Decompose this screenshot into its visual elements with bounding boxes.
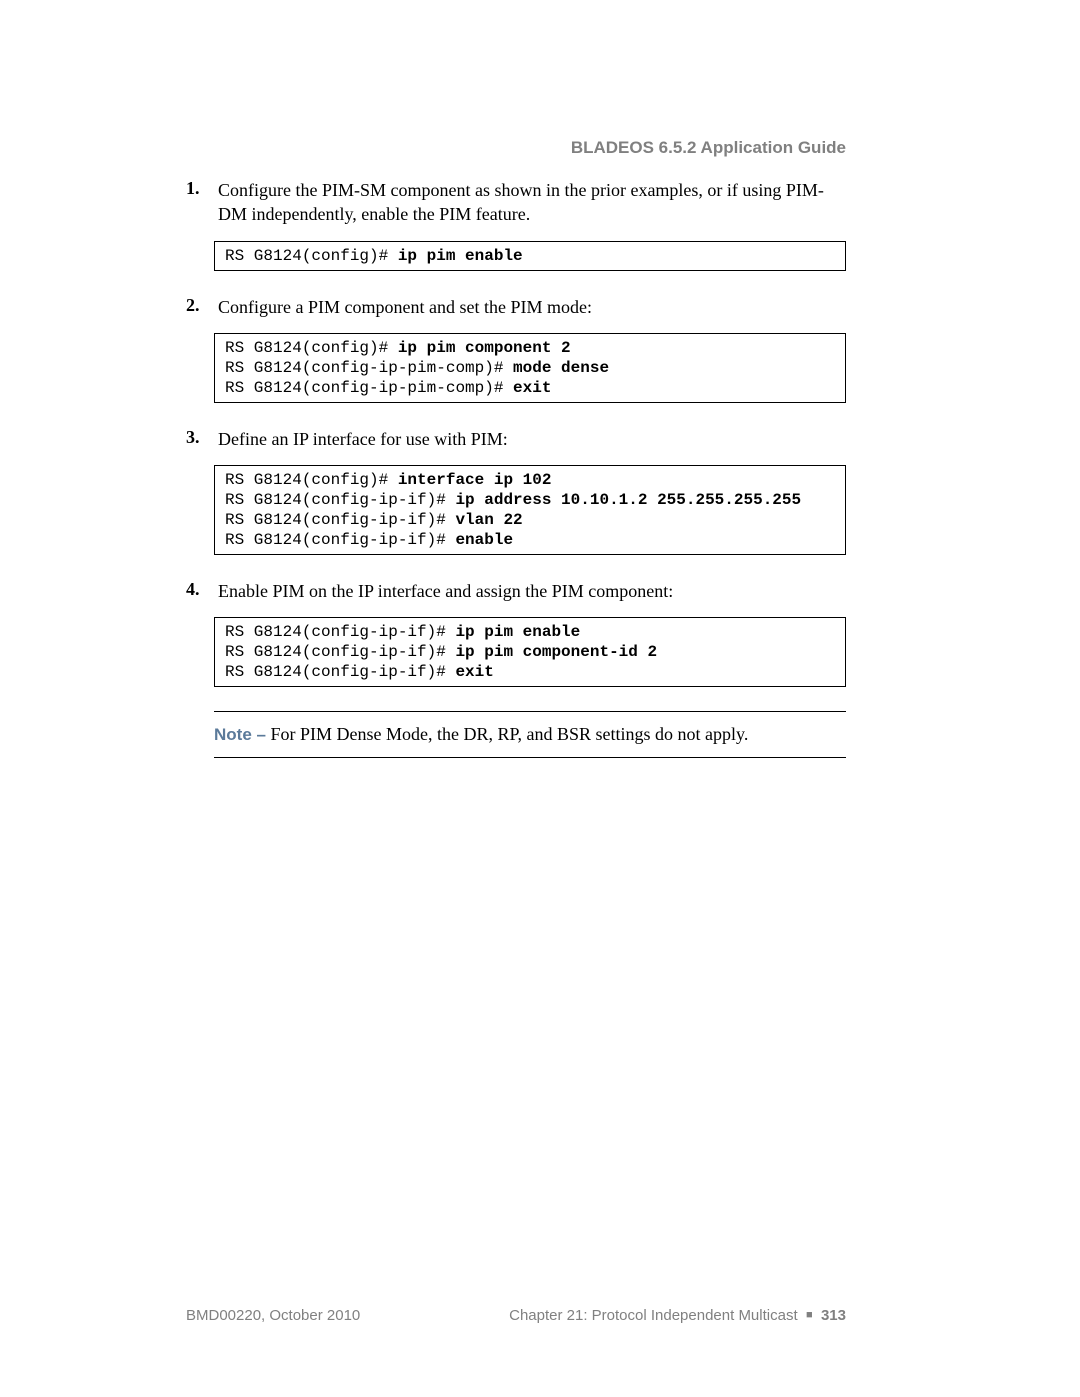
code-command: mode dense — [513, 359, 609, 377]
code-block-2: RS G8124(config)# ip pim component 2 RS … — [214, 333, 846, 403]
code-prompt: RS G8124(config-ip-if)# — [225, 643, 455, 661]
code-command: ip pim enable — [398, 247, 523, 265]
step-text: Define an IP interface for use with PIM: — [218, 427, 838, 451]
code-prompt: RS G8124(config-ip-pim-comp)# — [225, 359, 513, 377]
step-3: 3. Define an IP interface for use with P… — [186, 427, 846, 451]
step-number: 4. — [186, 579, 214, 600]
code-command: exit — [513, 379, 551, 397]
step-number: 3. — [186, 427, 214, 448]
footer-chapter: Chapter 21: Protocol Independent Multica… — [509, 1307, 798, 1324]
code-prompt: RS G8124(config)# — [225, 471, 398, 489]
page-number: 313 — [821, 1307, 846, 1324]
page: BLADEOS 6.5.2 Application Guide 1. Confi… — [0, 0, 1080, 1397]
step-text: Configure a PIM component and set the PI… — [218, 295, 838, 319]
code-block-1: RS G8124(config)# ip pim enable — [214, 241, 846, 271]
code-prompt: RS G8124(config)# — [225, 247, 398, 265]
code-block-3: RS G8124(config)# interface ip 102 RS G8… — [214, 465, 846, 555]
code-prompt: RS G8124(config-ip-pim-comp)# — [225, 379, 513, 397]
step-4: 4. Enable PIM on the IP interface and as… — [186, 579, 846, 603]
square-bullet-icon: ■ — [806, 1309, 813, 1321]
step-1: 1. Configure the PIM-SM component as sho… — [186, 178, 846, 227]
step-text: Configure the PIM-SM component as shown … — [218, 178, 838, 227]
code-command: interface ip 102 — [398, 471, 552, 489]
note-text: For PIM Dense Mode, the DR, RP, and BSR … — [266, 724, 748, 744]
code-prompt: RS G8124(config-ip-if)# — [225, 663, 455, 681]
code-command: ip pim enable — [455, 623, 580, 641]
body-content: 1. Configure the PIM-SM component as sho… — [186, 178, 846, 758]
note-label: Note – — [214, 725, 266, 744]
code-command: vlan 22 — [455, 511, 522, 529]
code-command: ip pim component-id 2 — [455, 643, 657, 661]
code-prompt: RS G8124(config-ip-if)# — [225, 511, 455, 529]
step-number: 2. — [186, 295, 214, 316]
footer-left: BMD00220, October 2010 — [186, 1307, 360, 1324]
code-command: ip pim component 2 — [398, 339, 571, 357]
code-command: exit — [455, 663, 493, 681]
code-prompt: RS G8124(config-ip-if)# — [225, 531, 455, 549]
code-command: ip address 10.10.1.2 255.255.255.255 — [455, 491, 801, 509]
code-prompt: RS G8124(config)# — [225, 339, 398, 357]
step-text: Enable PIM on the IP interface and assig… — [218, 579, 838, 603]
code-command: enable — [455, 531, 513, 549]
code-block-4: RS G8124(config-ip-if)# ip pim enable RS… — [214, 617, 846, 687]
footer-right: Chapter 21: Protocol Independent Multica… — [509, 1307, 846, 1324]
header-title: BLADEOS 6.5.2 Application Guide — [571, 138, 846, 158]
step-number: 1. — [186, 178, 214, 199]
code-prompt: RS G8124(config-ip-if)# — [225, 623, 455, 641]
step-2: 2. Configure a PIM component and set the… — [186, 295, 846, 319]
note-block: Note – For PIM Dense Mode, the DR, RP, a… — [214, 711, 846, 758]
code-prompt: RS G8124(config-ip-if)# — [225, 491, 455, 509]
